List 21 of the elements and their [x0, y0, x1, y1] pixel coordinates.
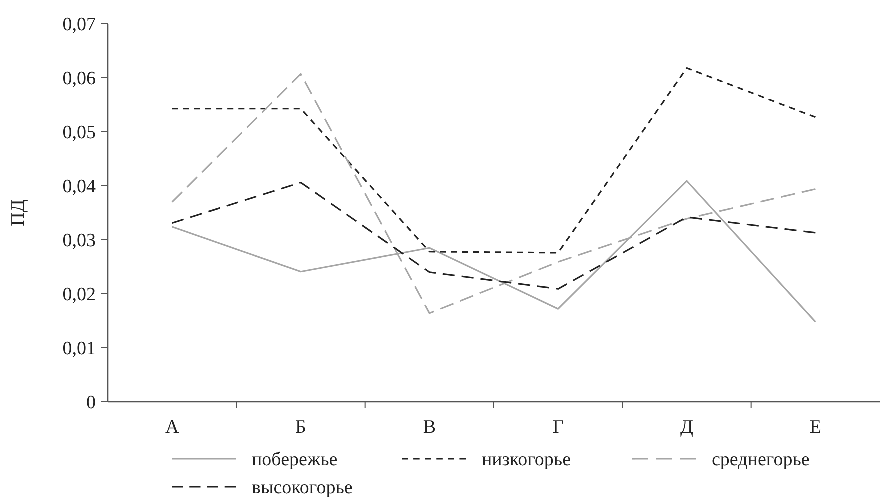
y-axis-title: ПД	[8, 200, 29, 226]
x-tick-label: Е	[810, 417, 822, 438]
x-tick-label: В	[423, 417, 436, 438]
x-tick-label: Д	[680, 417, 694, 438]
legend-label: среднегорье	[712, 450, 810, 471]
y-tick-label: 0,02	[62, 284, 96, 306]
y-tick-label: 0	[86, 392, 96, 414]
x-tick-label: Б	[296, 417, 306, 438]
y-tick-label: 0,06	[62, 68, 96, 90]
legend-label: низкогорье	[482, 450, 572, 471]
y-tick-label: 0,03	[62, 230, 96, 252]
line-series	[172, 182, 816, 290]
x-tick-label: А	[165, 417, 180, 438]
x-tick-label: Г	[552, 417, 564, 438]
legend-label: побережье	[252, 450, 338, 471]
y-tick-label: 0,05	[62, 122, 96, 144]
y-tick-label: 0,07	[62, 14, 96, 36]
y-tick-label: 0,01	[62, 338, 96, 360]
y-tick-label: 0,04	[62, 176, 96, 198]
legend-label: высокогорье	[252, 478, 353, 498]
line-series	[172, 67, 816, 254]
